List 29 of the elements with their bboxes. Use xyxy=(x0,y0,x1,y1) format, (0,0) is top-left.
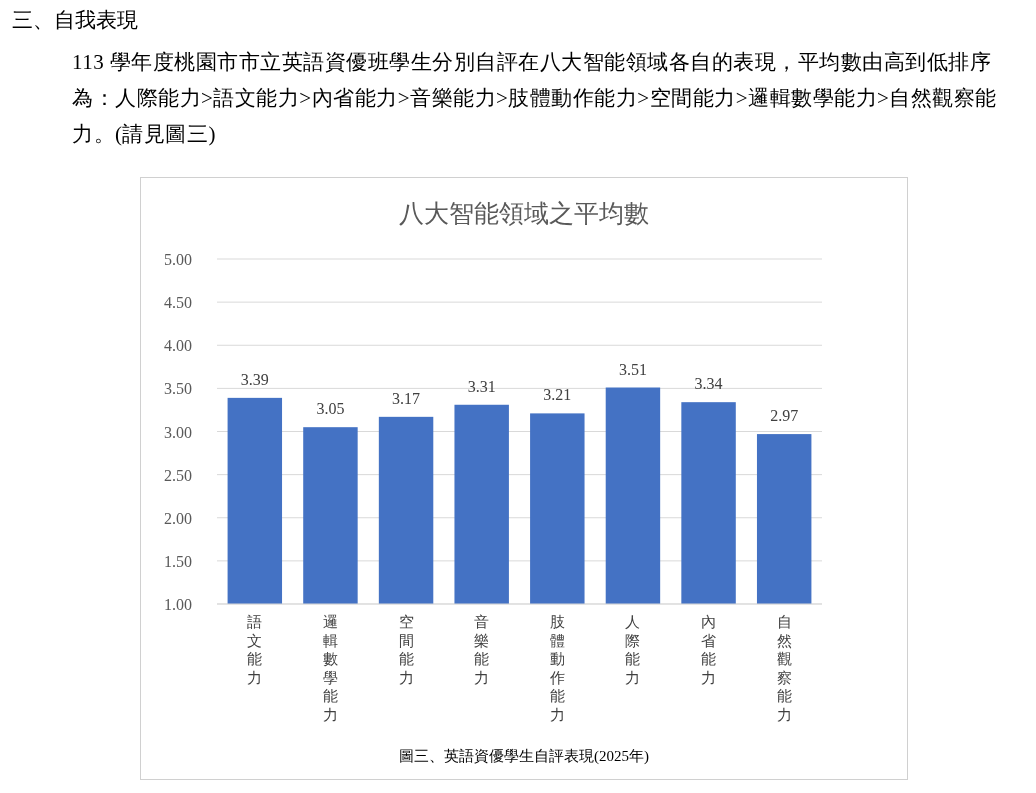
x-tick-label: 肢體動作能力 xyxy=(548,614,565,723)
x-tick-label: 空間能力 xyxy=(398,614,414,686)
y-tick-label: 1.00 xyxy=(164,596,192,613)
data-label: 3.51 xyxy=(618,360,647,378)
text: 圖三、英語資優學生自評表現(2025年) xyxy=(399,748,649,765)
y-tick-label: 3.00 xyxy=(164,423,192,441)
data-label: 3.21 xyxy=(543,386,572,404)
x-tick-label: 內省能力 xyxy=(701,614,717,686)
y-tick-label: 5.00 xyxy=(164,251,192,268)
data-label: 3.39 xyxy=(240,370,269,388)
x-tick-label: 語文能力 xyxy=(247,614,263,686)
y-tick-label: 1.50 xyxy=(164,552,192,570)
data-label: 3.17 xyxy=(392,389,421,407)
y-tick-label: 3.50 xyxy=(164,380,192,398)
x-tick-label: 邏輯數學能力 xyxy=(322,614,338,723)
x-tick-label: 音樂能力 xyxy=(474,614,490,686)
y-tick-label: 4.00 xyxy=(164,337,192,355)
data-label: 3.34 xyxy=(694,375,723,393)
chart-title: 八大智能領域之平均數 xyxy=(399,200,649,227)
data-label: 3.31 xyxy=(467,377,496,395)
x-tick-label: 人際能力 xyxy=(625,614,641,686)
data-label: 3.05 xyxy=(316,400,345,418)
data-label: 2.97 xyxy=(770,407,799,425)
text: 113 學年度桃園市市立英語資優班學生分別自評在八大智能領域各自的表現，平均數由高到低排序為：人際能力>語文能力>內省能力>音樂能力>肢體動作能力>空間能力>邏輯數學能力>自然觀察能力。(請見圖三) xyxy=(72,49,998,148)
x-tick-label: 自然觀察能力 xyxy=(776,614,792,723)
text: 三、自我表現 xyxy=(12,7,138,34)
y-tick-label: 2.00 xyxy=(164,509,192,527)
y-tick-label: 2.50 xyxy=(164,466,192,484)
y-tick-label: 4.50 xyxy=(164,294,192,312)
